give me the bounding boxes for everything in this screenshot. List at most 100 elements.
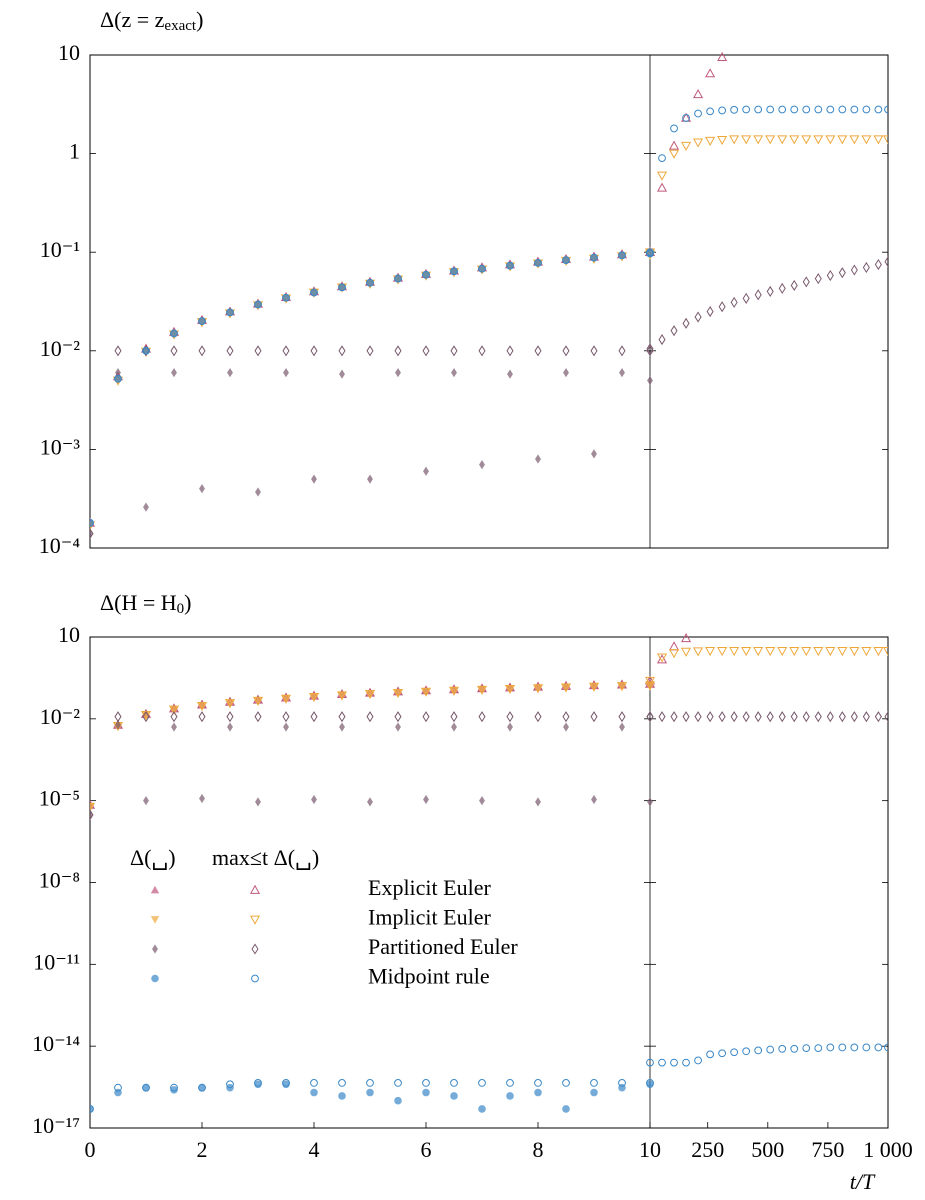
marker	[338, 1079, 346, 1087]
marker	[199, 793, 205, 804]
marker	[591, 794, 597, 805]
plot-frame	[89, 54, 889, 549]
marker	[115, 368, 121, 378]
data-layer	[90, 633, 888, 1113]
marker	[618, 345, 626, 357]
marker	[534, 1088, 542, 1097]
marker	[838, 105, 847, 114]
marker	[478, 1105, 486, 1113]
marker	[365, 690, 375, 699]
marker	[668, 140, 680, 150]
marker	[506, 1092, 514, 1100]
marker	[141, 711, 151, 720]
marker	[478, 264, 486, 273]
marker	[393, 689, 403, 698]
marker	[778, 282, 786, 294]
marker	[283, 722, 289, 732]
marker	[150, 885, 160, 894]
marker	[114, 1088, 122, 1097]
marker	[562, 345, 570, 357]
marker	[668, 641, 680, 651]
data-layer	[90, 51, 888, 540]
marker	[618, 251, 626, 260]
x-tick-label: 10	[639, 1137, 661, 1162]
marker	[656, 171, 668, 181]
marker	[801, 135, 812, 145]
marker	[225, 699, 235, 708]
marker	[310, 1088, 318, 1097]
marker	[754, 105, 763, 114]
marker	[706, 107, 715, 116]
marker	[753, 135, 764, 145]
marker	[562, 1079, 570, 1087]
marker	[251, 974, 259, 983]
marker	[753, 647, 764, 657]
title-part: Δ(H = H	[100, 590, 177, 615]
marker	[802, 276, 810, 288]
marker	[874, 258, 882, 271]
marker	[742, 292, 750, 304]
marker	[421, 688, 431, 696]
marker	[862, 711, 870, 723]
x-tick-label: 500	[751, 1137, 784, 1162]
marker	[590, 253, 598, 262]
marker	[706, 711, 714, 723]
marker	[646, 1058, 654, 1067]
marker	[311, 794, 317, 805]
marker	[534, 259, 542, 267]
marker	[254, 1080, 262, 1089]
y-tick-label: 10⁻²	[40, 336, 81, 361]
marker	[730, 296, 738, 308]
marker	[170, 345, 178, 357]
marker	[422, 1088, 430, 1097]
marker	[478, 1079, 486, 1087]
marker	[339, 369, 345, 379]
legend-header: max≤t Δ(␣)	[212, 845, 319, 870]
marker	[506, 345, 514, 357]
marker	[874, 105, 883, 114]
marker	[814, 105, 823, 114]
marker	[394, 1079, 402, 1087]
marker	[617, 682, 627, 691]
marker	[694, 109, 702, 118]
marker	[646, 248, 654, 257]
marker	[226, 1083, 234, 1092]
marker	[838, 1043, 847, 1052]
marker	[507, 369, 513, 379]
marker	[282, 345, 290, 357]
marker	[874, 1043, 883, 1052]
marker	[706, 1050, 715, 1059]
x-tick-label: 2	[197, 1137, 208, 1162]
x-axis-label: t/T	[850, 1169, 876, 1194]
marker	[590, 345, 598, 357]
marker	[730, 105, 739, 114]
marker	[754, 289, 762, 301]
marker	[838, 711, 846, 723]
marker	[366, 278, 374, 287]
marker	[849, 135, 860, 145]
marker	[226, 345, 234, 357]
marker	[282, 293, 290, 302]
marker	[742, 105, 751, 114]
marker	[647, 375, 653, 386]
marker	[90, 519, 94, 527]
marker	[506, 1079, 514, 1087]
marker	[142, 347, 150, 355]
title-part: exact	[164, 18, 196, 34]
marker	[561, 683, 571, 692]
marker	[254, 711, 262, 723]
marker	[395, 722, 401, 732]
marker	[884, 1043, 888, 1052]
marker	[422, 345, 430, 357]
marker	[367, 474, 373, 484]
marker	[171, 722, 177, 732]
marker	[535, 797, 541, 807]
marker	[90, 1105, 94, 1113]
marker	[741, 135, 752, 145]
marker	[507, 722, 513, 732]
marker	[802, 1044, 811, 1052]
marker	[681, 633, 692, 643]
marker	[668, 649, 680, 659]
marker	[644, 676, 656, 686]
marker	[882, 647, 888, 657]
